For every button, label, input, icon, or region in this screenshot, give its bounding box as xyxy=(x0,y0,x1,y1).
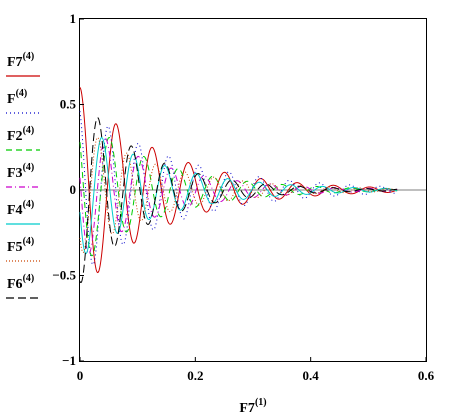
legend-label-sup: (4) xyxy=(23,125,35,136)
x-tick-label: 0.4 xyxy=(303,368,320,383)
legend-label-f2: F2(4) xyxy=(7,125,34,144)
legend-label-sup: (4) xyxy=(23,51,35,62)
x-tick-label: 0.6 xyxy=(418,368,435,383)
legend-label-base: F3 xyxy=(7,166,23,181)
x-axis-label-base: F7 xyxy=(239,401,255,416)
y-tick-label: −1 xyxy=(62,353,76,368)
legend-label-base: F5 xyxy=(7,240,23,255)
x-tick-label: 0.2 xyxy=(187,368,203,383)
series-line-f xyxy=(79,111,398,266)
y-tick-label: 1 xyxy=(70,11,77,26)
legend: F7(4)F(4)F2(4)F3(4)F4(4)F5(4)F6(4) xyxy=(6,51,40,299)
y-tick-label: −0.5 xyxy=(52,268,76,283)
series-line-f3 xyxy=(79,137,398,255)
legend-label-base: F xyxy=(7,92,16,107)
legend-label-f5: F5(4) xyxy=(7,236,34,255)
legend-label-sup: (4) xyxy=(23,236,35,247)
series-line-f7 xyxy=(79,87,398,274)
x-axis-label: F7(1) xyxy=(239,397,266,416)
legend-label-f4: F4(4) xyxy=(7,199,34,218)
legend-label-f7: F7(4) xyxy=(7,51,34,70)
series-line-f2 xyxy=(79,136,398,257)
y-tick-label: 0 xyxy=(70,182,77,197)
tick-layer: 0 0.2 0.4 0.6 −1 −0.5 0 0.5 1 xyxy=(52,11,434,383)
legend-label-base: F4 xyxy=(7,203,23,218)
legend-label-base: F7 xyxy=(7,55,23,70)
legend-label-f3: F3(4) xyxy=(7,162,34,181)
x-tick-label: 0 xyxy=(77,368,84,383)
plot-frame xyxy=(79,18,427,362)
legend-label-sup: (4) xyxy=(23,273,35,284)
legend-label-base: F6 xyxy=(7,277,23,292)
legend-label-sup: (4) xyxy=(16,88,28,99)
series-line-f6 xyxy=(79,117,398,284)
x-axis-label-sup: (1) xyxy=(255,397,267,408)
legend-label-f6: F6(4) xyxy=(7,273,34,292)
y-tick-label: 0.5 xyxy=(60,97,77,112)
legend-label-base: F2 xyxy=(7,129,23,144)
legend-label-f: F(4) xyxy=(7,88,27,107)
series-layer xyxy=(79,87,398,284)
legend-label-sup: (4) xyxy=(23,162,35,173)
legend-label-sup: (4) xyxy=(23,199,35,210)
